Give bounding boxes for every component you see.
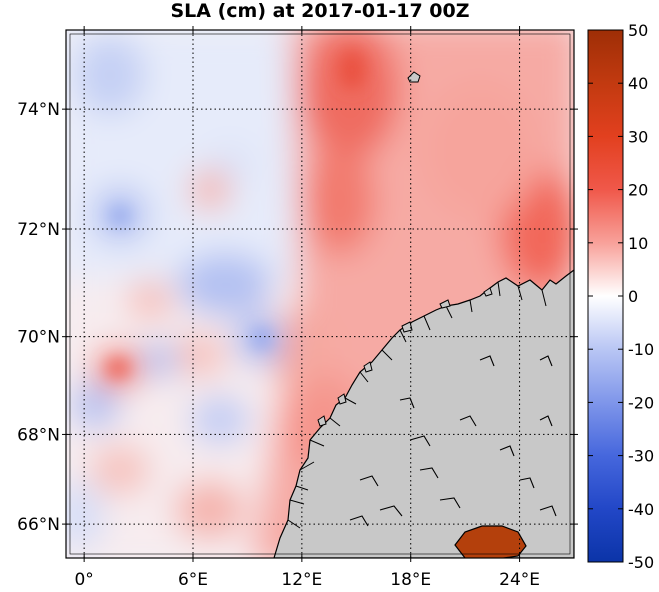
colorbar-tick-label: -40 bbox=[628, 500, 654, 519]
colorbar-bar bbox=[587, 29, 624, 563]
latitude-labels: 66°N 68°N 70°N 72°N 74°N bbox=[17, 100, 60, 535]
colorbar-tick-label: 30 bbox=[628, 127, 648, 146]
colorbar-ticks: 50 40 30 20 10 0 -10 -20 -30 -40 -50 bbox=[588, 21, 654, 572]
inland-lakes bbox=[349, 355, 557, 527]
lon-tick-label: 18°E bbox=[390, 570, 431, 588]
map-title: SLA (cm) at 2017-01-17 00Z bbox=[170, 0, 469, 22]
colorbar: 50 40 30 20 10 0 -10 -20 -30 -40 -50 bbox=[587, 21, 654, 572]
lon-tick-label: 12°E bbox=[281, 570, 322, 588]
lat-tick-label: 70°N bbox=[17, 328, 60, 348]
colorbar-tick-label: -10 bbox=[628, 340, 654, 359]
colorbar-tick-label: 0 bbox=[628, 287, 638, 306]
longitude-labels: 0° 6°E 12°E 18°E 24°E bbox=[74, 570, 540, 590]
lon-tick-label: 0° bbox=[74, 570, 93, 588]
coastline-fjords bbox=[287, 281, 547, 529]
sla-fine-detail bbox=[106, 50, 366, 378]
islands bbox=[317, 71, 493, 427]
colorbar-tick-label: 10 bbox=[628, 234, 648, 253]
lat-tick-label: 72°N bbox=[17, 220, 60, 240]
colorbar-tick-label: -50 bbox=[628, 553, 654, 572]
colorbar-tick-label: -30 bbox=[628, 447, 654, 466]
sla-field bbox=[66, 30, 574, 558]
lon-tick-label: 24°E bbox=[499, 570, 540, 588]
colorbar-tick-label: 40 bbox=[628, 74, 648, 93]
colorbar-tick-label: -20 bbox=[628, 393, 654, 412]
colorbar-tick-label: 20 bbox=[628, 181, 648, 200]
lat-tick-label: 68°N bbox=[17, 425, 60, 445]
graticule bbox=[66, 30, 574, 558]
frame-ticks bbox=[62, 26, 578, 562]
colorbar-tick-label: 50 bbox=[628, 21, 648, 40]
map-frame-outer bbox=[69, 33, 571, 555]
lat-tick-label: 74°N bbox=[17, 100, 60, 120]
lon-tick-label: 6°E bbox=[178, 570, 208, 588]
map-frame bbox=[65, 29, 575, 559]
gulf-of-bothnia bbox=[454, 525, 527, 558]
lat-tick-label: 66°N bbox=[17, 515, 60, 535]
